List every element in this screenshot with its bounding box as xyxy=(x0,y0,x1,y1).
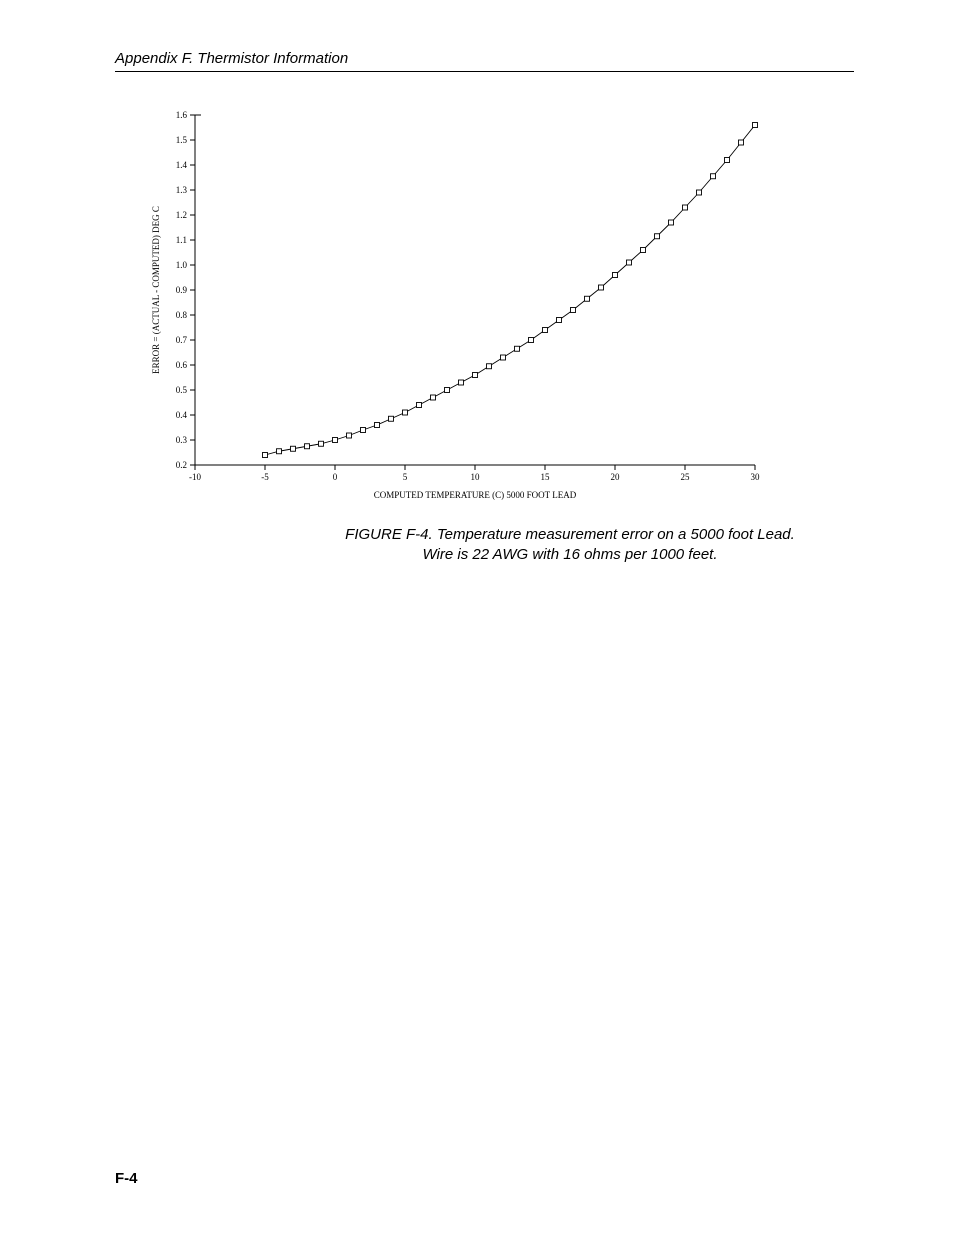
svg-text:0.8: 0.8 xyxy=(176,310,188,320)
svg-text:1.0: 1.0 xyxy=(176,260,188,270)
svg-text:0.6: 0.6 xyxy=(176,360,188,370)
svg-text:1.1: 1.1 xyxy=(176,235,187,245)
svg-text:1.4: 1.4 xyxy=(176,160,188,170)
svg-text:5: 5 xyxy=(403,472,408,482)
svg-text:25: 25 xyxy=(681,472,691,482)
svg-text:-5: -5 xyxy=(261,472,269,482)
svg-text:0: 0 xyxy=(333,472,338,482)
svg-text:ERROR = (ACTUAL - COMPUTED) DE: ERROR = (ACTUAL - COMPUTED) DEG C xyxy=(151,206,161,374)
svg-text:1.5: 1.5 xyxy=(176,135,188,145)
svg-text:0.5: 0.5 xyxy=(176,385,188,395)
svg-text:1.2: 1.2 xyxy=(176,210,187,220)
page-number: F-4 xyxy=(115,1170,138,1187)
caption-line-1: FIGURE F-4. Temperature measurement erro… xyxy=(345,526,795,543)
svg-text:0.2: 0.2 xyxy=(176,460,187,470)
caption-line-2: Wire is 22 AWG with 16 ohms per 1000 fee… xyxy=(423,546,718,563)
svg-text:1.3: 1.3 xyxy=(176,185,188,195)
figure-caption: FIGURE F-4. Temperature measurement erro… xyxy=(315,525,825,566)
svg-text:20: 20 xyxy=(611,472,621,482)
svg-text:0.4: 0.4 xyxy=(176,410,188,420)
header-text: Appendix F. Thermistor Information xyxy=(115,50,348,67)
svg-text:15: 15 xyxy=(541,472,551,482)
svg-text:-10: -10 xyxy=(189,472,201,482)
svg-text:30: 30 xyxy=(751,472,761,482)
svg-text:0.7: 0.7 xyxy=(176,335,188,345)
page-header: Appendix F. Thermistor Information xyxy=(115,50,854,72)
svg-text:0.9: 0.9 xyxy=(176,285,188,295)
error-chart: 0.2 0.3 0.4 0.5 0.6 0.7 0.8 0.9 1.0 1.1 1.2 1.3 1.4 1… xyxy=(145,105,765,525)
svg-text:10: 10 xyxy=(471,472,481,482)
svg-text:1.6: 1.6 xyxy=(176,110,188,120)
svg-text:0.3: 0.3 xyxy=(176,435,188,445)
svg-text:COMPUTED TEMPERATURE (C) 5000: COMPUTED TEMPERATURE (C) 5000 FOOT LEAD xyxy=(374,490,577,500)
